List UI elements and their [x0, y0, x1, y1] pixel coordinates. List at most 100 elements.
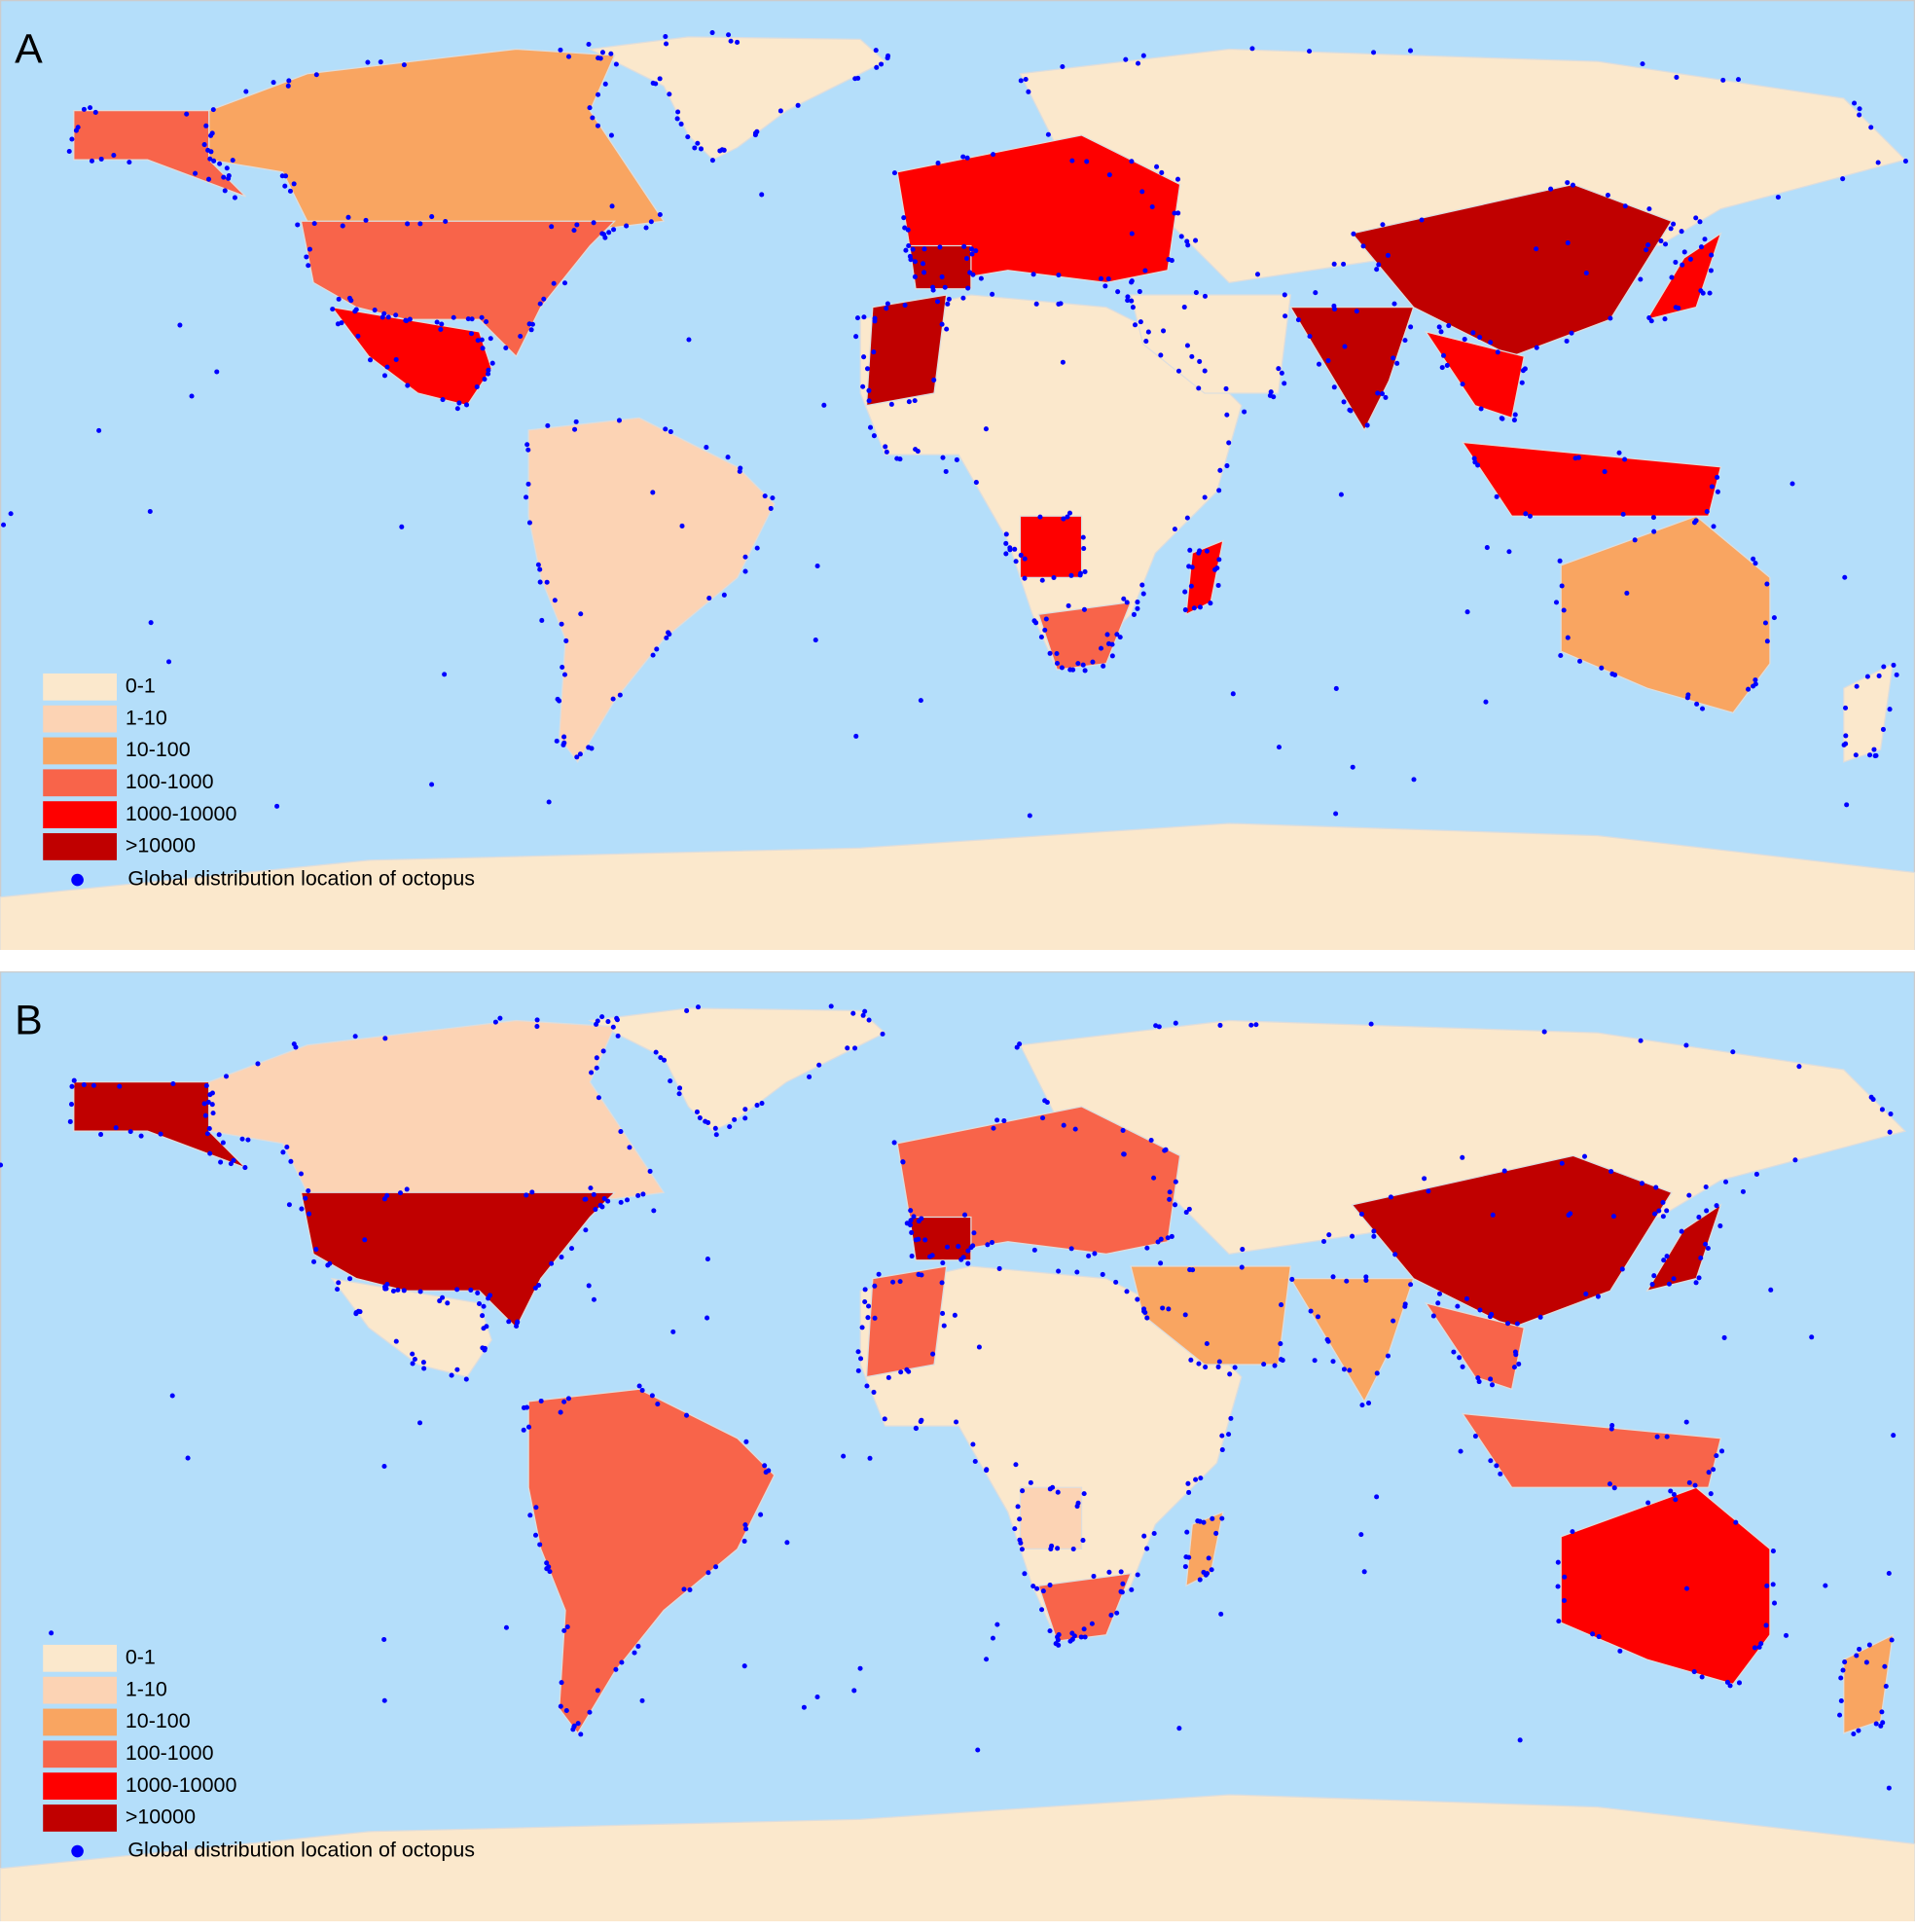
- occurrence-dot: [651, 1208, 657, 1214]
- occurrence-dot: [1145, 329, 1151, 335]
- occurrence-dot: [1018, 552, 1024, 558]
- occurrence-dot: [1003, 551, 1009, 557]
- occurrence-dot: [930, 1351, 936, 1357]
- occurrence-dot: [1185, 242, 1191, 248]
- legend-swatch: [43, 769, 117, 797]
- occurrence-dot: [1143, 339, 1149, 345]
- occurrence-dot: [919, 1216, 924, 1221]
- country-iberia: [909, 244, 972, 290]
- occurrence-dot: [871, 349, 877, 355]
- occurrence-dot: [940, 455, 946, 460]
- occurrence-dot: [1204, 1340, 1210, 1347]
- occurrence-dot: [205, 1099, 211, 1105]
- occurrence-dot: [1141, 1308, 1147, 1314]
- occurrence-dot: [480, 1345, 486, 1351]
- occurrence-dot: [1056, 1631, 1062, 1638]
- occurrence-dot: [967, 270, 973, 275]
- occurrence-dot: [1608, 1169, 1614, 1175]
- occurrence-dot: [1189, 353, 1195, 359]
- occurrence-dot: [1121, 596, 1127, 601]
- occurrence-dot: [558, 47, 563, 53]
- occurrence-dot: [538, 1398, 544, 1403]
- occurrence-dot: [1371, 50, 1377, 55]
- occurrence-dot: [1662, 316, 1668, 322]
- occurrence-dot: [1460, 1364, 1465, 1369]
- occurrence-dot: [994, 1622, 1000, 1627]
- occurrence-dot: [743, 1526, 749, 1532]
- occurrence-dot: [1232, 1365, 1238, 1370]
- legend-label: 100-1000: [126, 1741, 214, 1765]
- occurrence-dot: [1326, 1232, 1332, 1238]
- occurrence-dot: [546, 799, 552, 805]
- occurrence-dot: [92, 109, 98, 115]
- occurrence-dot: [1254, 272, 1261, 277]
- occurrence-dot: [1144, 1245, 1150, 1251]
- occurrence-dot: [1699, 1674, 1705, 1680]
- occurrence-dot: [1158, 1236, 1164, 1242]
- occurrence-dot: [1632, 537, 1638, 543]
- occurrence-dot: [547, 1569, 553, 1575]
- occurrence-dot: [544, 1560, 550, 1566]
- country-middle-east: [1130, 294, 1292, 394]
- occurrence-dot: [1879, 1709, 1885, 1715]
- occurrence-dot: [1756, 1644, 1762, 1650]
- occurrence-dot: [1902, 159, 1908, 164]
- occurrence-dot: [1696, 1275, 1702, 1281]
- occurrence-dot: [606, 230, 612, 236]
- occurrence-dot: [66, 148, 72, 155]
- occurrence-dot: [313, 1247, 319, 1253]
- occurrence-dot: [1639, 1181, 1644, 1186]
- occurrence-dot: [1114, 1610, 1120, 1616]
- occurrence-dot: [1129, 278, 1135, 284]
- occurrence-dot: [1350, 764, 1355, 770]
- occurrence-dot: [1407, 48, 1414, 54]
- occurrence-dot: [939, 321, 945, 327]
- country-antarctica: [0, 1794, 1915, 1921]
- occurrence-dot: [1883, 1683, 1889, 1690]
- occurrence-dot: [990, 291, 995, 297]
- occurrence-dot: [1660, 1214, 1666, 1220]
- legend-swatch: [43, 1740, 117, 1768]
- occurrence-dot: [1608, 315, 1613, 321]
- occurrence-dot: [1078, 1634, 1084, 1640]
- occurrence-dot: [841, 1453, 847, 1459]
- occurrence-dot: [503, 345, 509, 350]
- occurrence-dot: [1873, 1721, 1879, 1727]
- occurrence-dot: [1183, 1210, 1189, 1216]
- occurrence-dot: [1039, 1607, 1045, 1613]
- occurrence-dot: [279, 173, 285, 179]
- occurrence-dot: [664, 41, 669, 47]
- occurrence-dot: [401, 1288, 407, 1294]
- occurrence-dot: [1186, 1489, 1192, 1495]
- occurrence-dot: [1698, 1255, 1704, 1261]
- occurrence-dot: [1056, 1268, 1062, 1274]
- occurrence-dot: [1109, 641, 1115, 647]
- occurrence-dot: [1882, 1663, 1888, 1669]
- occurrence-dot: [1646, 315, 1652, 321]
- occurrence-dot: [255, 1061, 261, 1067]
- occurrence-dot: [1075, 661, 1081, 667]
- occurrence-dot: [1108, 1612, 1114, 1618]
- occurrence-dot: [667, 91, 672, 97]
- occurrence-dot: [956, 1244, 961, 1250]
- occurrence-dot: [1172, 527, 1177, 532]
- occurrence-dot: [625, 1197, 631, 1203]
- occurrence-dot: [1012, 546, 1018, 552]
- occurrence-dot: [596, 1095, 601, 1101]
- occurrence-dot: [348, 298, 354, 304]
- occurrence-dot: [858, 1356, 864, 1362]
- country-alaska: [73, 110, 247, 198]
- occurrence-dot: [1696, 1215, 1702, 1221]
- occurrence-dot: [1608, 1426, 1614, 1432]
- occurrence-dot: [327, 1260, 333, 1266]
- occurrence-dot: [158, 1131, 163, 1137]
- occurrence-dot: [589, 746, 595, 751]
- occurrence-dot: [1115, 289, 1121, 295]
- occurrence-dot: [648, 219, 654, 225]
- occurrence-dot: [639, 1387, 645, 1393]
- occurrence-dot: [758, 1512, 764, 1517]
- occurrence-dot: [1886, 1570, 1892, 1577]
- occurrence-dot: [759, 192, 765, 198]
- occurrence-dot: [561, 734, 567, 740]
- occurrence-dot: [898, 1369, 904, 1375]
